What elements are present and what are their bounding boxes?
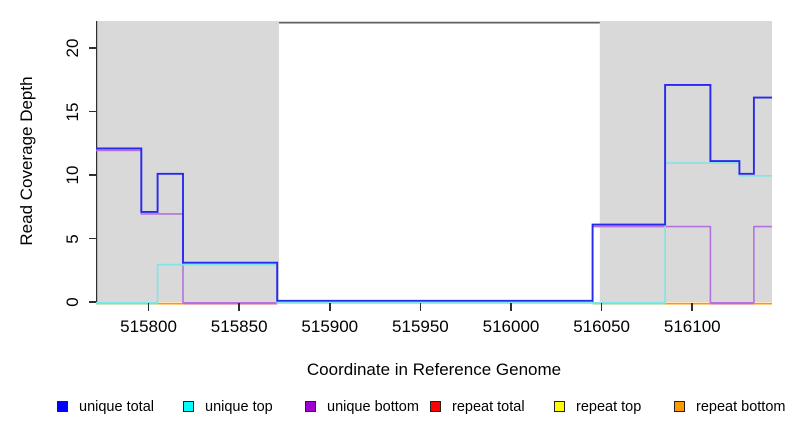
series-unique-total — [96, 83, 772, 302]
x-tick-label: 516000 — [482, 317, 540, 336]
y-tick — [89, 47, 96, 49]
y-tick-label: 0 — [63, 297, 82, 307]
legend-label: unique bottom — [327, 399, 419, 415]
shaded-region — [96, 21, 280, 302]
legend-swatch — [305, 401, 316, 412]
x-tick-label: 515800 — [120, 317, 177, 336]
plot-area — [96, 21, 772, 305]
x-tick — [147, 303, 150, 311]
legend: unique total unique top unique bottom repea… — [0, 398, 792, 418]
legend-swatch — [554, 401, 565, 412]
y-tick-label: 15 — [63, 102, 82, 121]
legend-swatch — [674, 401, 685, 412]
y-axis-title: Read Coverage Depth — [17, 76, 36, 246]
x-tick-label: 515950 — [392, 317, 449, 336]
x-tick — [510, 303, 512, 311]
y-tick-label: 5 — [63, 233, 82, 244]
legend-swatch — [57, 401, 68, 412]
legend-swatch — [183, 401, 194, 412]
y-tick — [89, 110, 96, 113]
y-tick — [89, 301, 96, 303]
y-tick-label: 20 — [63, 38, 82, 58]
x-tick-label: 515850 — [210, 317, 268, 336]
y-tick-label: 10 — [63, 165, 82, 185]
legend-label: repeat total — [452, 399, 525, 415]
legend-label: unique top — [205, 399, 273, 415]
legend-label: unique total — [79, 399, 154, 415]
legend-swatch — [430, 401, 441, 412]
legend-label: repeat top — [576, 399, 642, 415]
shaded-region — [599, 21, 772, 302]
x-tick — [419, 303, 422, 311]
y-tick — [89, 237, 96, 240]
x-tick — [691, 303, 694, 311]
x-tick — [238, 303, 240, 311]
y-tick — [89, 174, 96, 176]
x-tick-label: 516050 — [573, 317, 630, 336]
x-tick-label: 516100 — [663, 317, 721, 336]
x-tick — [600, 303, 603, 311]
x-axis-title: Coordinate in Reference Genome — [306, 360, 562, 379]
x-tick — [328, 303, 331, 311]
x-tick-label: 515900 — [301, 317, 359, 336]
legend-label: repeat bottom — [696, 399, 786, 415]
